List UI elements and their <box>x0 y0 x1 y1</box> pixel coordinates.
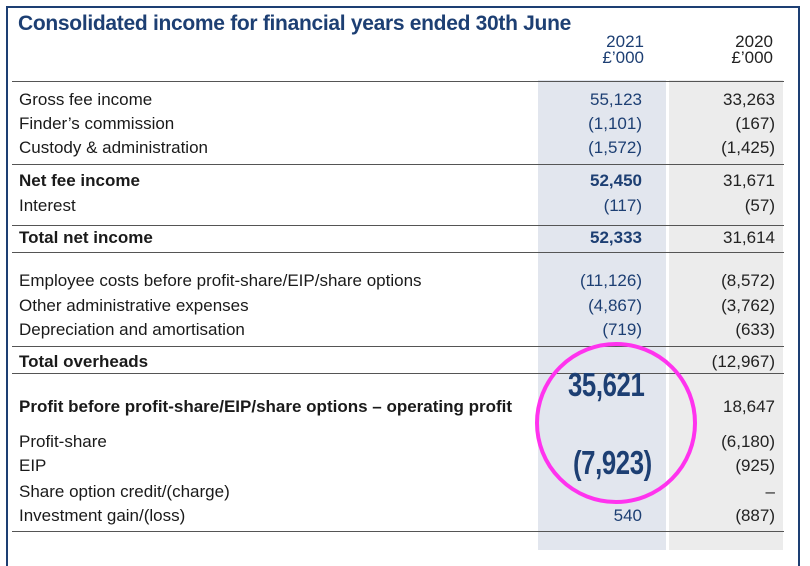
value-2021: (719) <box>602 320 642 339</box>
table-row: Custody & administration (1,572) (1,425) <box>18 138 780 160</box>
column-header-2021: 2021 £’000 <box>602 32 644 67</box>
column-year-2021: 2021 <box>606 32 644 51</box>
table-row: Investment gain/(loss) 540 (887) <box>18 506 780 528</box>
value-2020: 33,263 <box>723 90 775 109</box>
value-2020: (925) <box>735 456 775 475</box>
column-unit-2021: £’000 <box>602 48 644 67</box>
row-label: Profit-share <box>19 432 107 451</box>
divider <box>12 164 784 165</box>
table-row: Interest (117) (57) <box>18 196 780 218</box>
value-2021: 52,450 <box>590 171 642 190</box>
column-year-2020: 2020 <box>735 32 773 51</box>
row-label: Investment gain/(loss) <box>19 506 186 525</box>
value-2020: 31,614 <box>723 228 775 247</box>
value-2021: (1,101) <box>588 114 642 133</box>
value-2021: 55,123 <box>590 90 642 109</box>
divider <box>12 373 784 374</box>
row-label: EIP <box>19 456 47 475</box>
column-header-2020: 2020 £’000 <box>731 32 773 67</box>
row-label: Interest <box>19 196 76 215</box>
value-2020: 31,671 <box>723 171 775 190</box>
table-row: Employee costs before profit-share/EIP/s… <box>18 271 780 293</box>
row-label: Share option credit/(charge) <box>19 482 230 501</box>
column-band-2020 <box>669 80 783 550</box>
value-2020: (8,572) <box>721 271 775 290</box>
table-row: Profit before profit-share/EIP/share opt… <box>18 397 780 419</box>
table-row: Profit-share (6,180) <box>18 432 780 454</box>
divider <box>12 252 784 253</box>
column-unit-2020: £’000 <box>731 48 773 67</box>
value-2021: 540 <box>613 506 642 525</box>
table-row: Finder’s commission (1,101) (167) <box>18 114 780 136</box>
value-2020: (633) <box>735 320 775 339</box>
row-label: Finder’s commission <box>19 114 175 133</box>
value-2021: 52,333 <box>590 228 642 247</box>
value-2020: (12,967) <box>711 352 775 371</box>
row-label: Profit before profit-share/EIP/share opt… <box>19 397 513 416</box>
row-label: Total net income <box>19 228 153 247</box>
value-2020: – <box>765 482 775 501</box>
value-2020: (887) <box>735 506 775 525</box>
value-2021: (11,126) <box>579 271 642 290</box>
table-row: Gross fee income 55,123 33,263 <box>18 90 780 112</box>
value-2021: (4,867) <box>588 296 642 315</box>
value-2020: (167) <box>735 114 775 133</box>
table-row: Net fee income 52,450 31,671 <box>18 171 780 193</box>
value-2021: (1,572) <box>588 138 642 157</box>
table-row: Depreciation and amortisation (719) (633… <box>18 320 780 342</box>
divider <box>12 225 784 226</box>
table-row: EIP (925) <box>18 456 780 478</box>
row-label: Custody & administration <box>19 138 208 157</box>
table-row: Total net income 52,333 31,614 <box>18 228 780 250</box>
table-frame <box>6 6 800 566</box>
value-2021: (117) <box>603 196 642 215</box>
divider <box>12 346 784 347</box>
value-2020: (3,762) <box>721 296 775 315</box>
divider <box>12 81 784 82</box>
table-row: Other administrative expenses (4,867) (3… <box>18 296 780 318</box>
divider <box>12 531 784 532</box>
table-row: Total overheads (12,967) <box>18 352 780 374</box>
highlight-circle-annotation <box>535 342 697 504</box>
table-row: Share option credit/(charge) – <box>18 482 780 504</box>
page-title: Consolidated income for financial years … <box>18 12 571 35</box>
row-label: Other administrative expenses <box>19 296 249 315</box>
value-2020: (1,425) <box>721 138 775 157</box>
row-label: Depreciation and amortisation <box>19 320 245 339</box>
value-2020: (6,180) <box>721 432 775 451</box>
row-label: Gross fee income <box>19 90 153 109</box>
row-label: Net fee income <box>19 171 140 190</box>
value-2020: (57) <box>744 196 775 215</box>
value-2020: 18,647 <box>723 397 775 416</box>
row-label: Employee costs before profit-share/EIP/s… <box>19 271 422 290</box>
row-label: Total overheads <box>19 352 149 371</box>
